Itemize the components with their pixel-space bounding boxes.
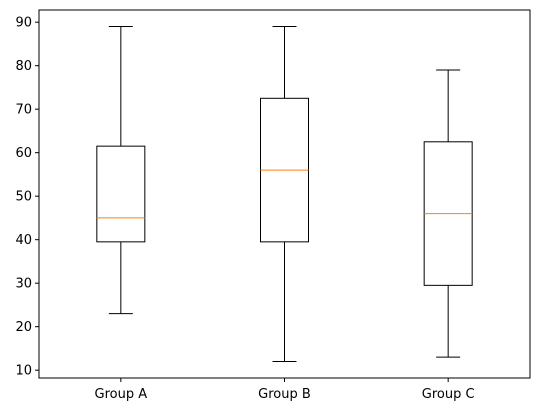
x-tick-label: Group A: [95, 387, 148, 402]
x-tick-label: Group C: [422, 387, 475, 402]
y-tick-label: 20: [15, 320, 32, 335]
box-group-a: [96, 145, 146, 243]
y-tick-label: 50: [15, 190, 32, 205]
y-tick-label: 40: [15, 233, 32, 248]
y-tick-label: 70: [15, 103, 32, 118]
x-tick-label: Group B: [258, 387, 311, 402]
plot-area: 10 20 30 40 50 60 70 80 90 Group A Group B Group C: [15, 9, 531, 402]
y-tick-label: 90: [15, 16, 32, 31]
y-tick-label: 10: [15, 364, 32, 379]
y-tick-label: 80: [15, 59, 32, 74]
y-tick-label: 60: [15, 146, 32, 161]
y-tick-label: 30: [15, 277, 32, 292]
